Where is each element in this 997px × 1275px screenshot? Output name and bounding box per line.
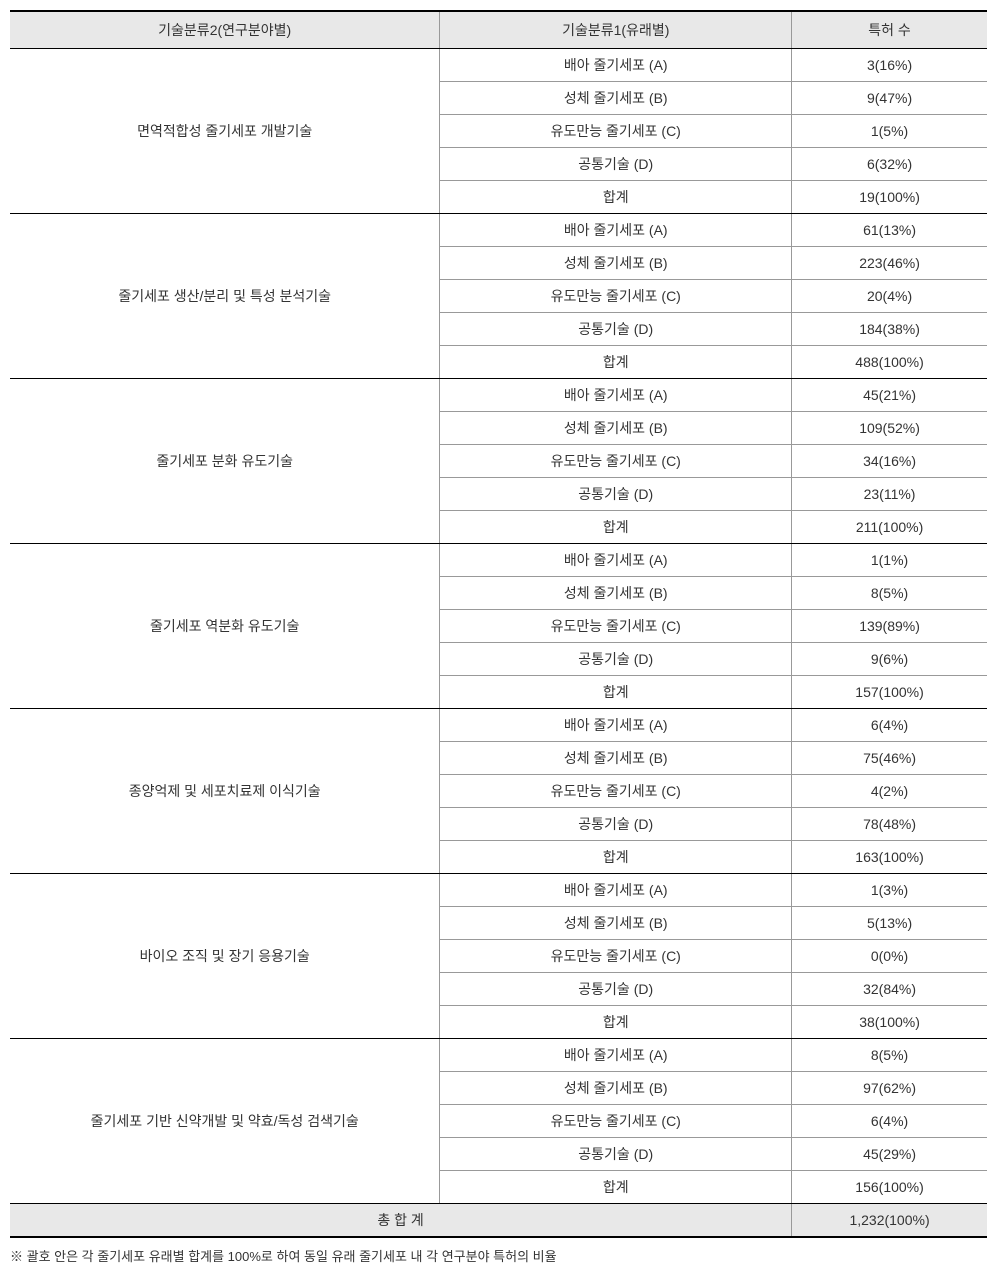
- total-value-cell: 1,232(100%): [792, 1204, 987, 1238]
- subcategory-cell: 성체 줄기세포 (B): [440, 247, 792, 280]
- group-label-cell: 바이오 조직 및 장기 응용기술: [10, 874, 440, 1039]
- value-cell: 45(29%): [792, 1138, 987, 1171]
- value-cell: 156(100%): [792, 1171, 987, 1204]
- patent-classification-table: 기술분류2(연구분야별) 기술분류1(유래별) 특허 수 면역적합성 줄기세포 …: [10, 10, 987, 1238]
- total-row: 총 합 계1,232(100%): [10, 1204, 987, 1238]
- value-cell: 6(4%): [792, 1105, 987, 1138]
- value-cell: 34(16%): [792, 445, 987, 478]
- subcategory-cell: 공통기술 (D): [440, 1138, 792, 1171]
- value-cell: 223(46%): [792, 247, 987, 280]
- group-label-cell: 줄기세포 분화 유도기술: [10, 379, 440, 544]
- value-cell: 163(100%): [792, 841, 987, 874]
- value-cell: 61(13%): [792, 214, 987, 247]
- subcategory-cell: 배아 줄기세포 (A): [440, 379, 792, 412]
- subcategory-cell: 합계: [440, 676, 792, 709]
- table-row: 줄기세포 역분화 유도기술배아 줄기세포 (A)1(1%): [10, 544, 987, 577]
- subcategory-cell: 배아 줄기세포 (A): [440, 49, 792, 82]
- value-cell: 1(3%): [792, 874, 987, 907]
- value-cell: 1(1%): [792, 544, 987, 577]
- group-label-cell: 종양억제 및 세포치료제 이식기술: [10, 709, 440, 874]
- subcategory-cell: 유도만능 줄기세포 (C): [440, 940, 792, 973]
- subcategory-cell: 성체 줄기세포 (B): [440, 82, 792, 115]
- subcategory-cell: 성체 줄기세포 (B): [440, 577, 792, 610]
- subcategory-cell: 공통기술 (D): [440, 808, 792, 841]
- header-col2: 기술분류1(유래별): [440, 11, 792, 49]
- table-row: 종양억제 및 세포치료제 이식기술배아 줄기세포 (A)6(4%): [10, 709, 987, 742]
- subcategory-cell: 합계: [440, 1006, 792, 1039]
- subcategory-cell: 유도만능 줄기세포 (C): [440, 115, 792, 148]
- table-header-row: 기술분류2(연구분야별) 기술분류1(유래별) 특허 수: [10, 11, 987, 49]
- subcategory-cell: 합계: [440, 346, 792, 379]
- subcategory-cell: 공통기술 (D): [440, 313, 792, 346]
- value-cell: 6(4%): [792, 709, 987, 742]
- subcategory-cell: 공통기술 (D): [440, 148, 792, 181]
- value-cell: 157(100%): [792, 676, 987, 709]
- value-cell: 1(5%): [792, 115, 987, 148]
- footnote-text: ※ 괄호 안은 각 줄기세포 유래별 합계를 100%로 하여 동일 유래 줄기…: [10, 1246, 987, 1265]
- table-row: 줄기세포 분화 유도기술배아 줄기세포 (A)45(21%): [10, 379, 987, 412]
- value-cell: 45(21%): [792, 379, 987, 412]
- header-col1: 기술분류2(연구분야별): [10, 11, 440, 49]
- subcategory-cell: 공통기술 (D): [440, 973, 792, 1006]
- subcategory-cell: 유도만능 줄기세포 (C): [440, 775, 792, 808]
- value-cell: 19(100%): [792, 181, 987, 214]
- header-col3: 특허 수: [792, 11, 987, 49]
- table-row: 면역적합성 줄기세포 개발기술배아 줄기세포 (A)3(16%): [10, 49, 987, 82]
- subcategory-cell: 합계: [440, 511, 792, 544]
- subcategory-cell: 합계: [440, 181, 792, 214]
- subcategory-cell: 배아 줄기세포 (A): [440, 1039, 792, 1072]
- subcategory-cell: 배아 줄기세포 (A): [440, 544, 792, 577]
- subcategory-cell: 유도만능 줄기세포 (C): [440, 610, 792, 643]
- value-cell: 3(16%): [792, 49, 987, 82]
- subcategory-cell: 성체 줄기세포 (B): [440, 1072, 792, 1105]
- value-cell: 38(100%): [792, 1006, 987, 1039]
- value-cell: 488(100%): [792, 346, 987, 379]
- group-label-cell: 면역적합성 줄기세포 개발기술: [10, 49, 440, 214]
- subcategory-cell: 합계: [440, 1171, 792, 1204]
- table-row: 바이오 조직 및 장기 응용기술배아 줄기세포 (A)1(3%): [10, 874, 987, 907]
- value-cell: 32(84%): [792, 973, 987, 1006]
- group-label-cell: 줄기세포 기반 신약개발 및 약효/독성 검색기술: [10, 1039, 440, 1204]
- value-cell: 139(89%): [792, 610, 987, 643]
- value-cell: 8(5%): [792, 1039, 987, 1072]
- value-cell: 5(13%): [792, 907, 987, 940]
- subcategory-cell: 유도만능 줄기세포 (C): [440, 1105, 792, 1138]
- table-row: 줄기세포 기반 신약개발 및 약효/독성 검색기술배아 줄기세포 (A)8(5%…: [10, 1039, 987, 1072]
- subcategory-cell: 배아 줄기세포 (A): [440, 709, 792, 742]
- value-cell: 109(52%): [792, 412, 987, 445]
- group-label-cell: 줄기세포 역분화 유도기술: [10, 544, 440, 709]
- value-cell: 9(47%): [792, 82, 987, 115]
- subcategory-cell: 유도만능 줄기세포 (C): [440, 445, 792, 478]
- value-cell: 20(4%): [792, 280, 987, 313]
- value-cell: 4(2%): [792, 775, 987, 808]
- subcategory-cell: 성체 줄기세포 (B): [440, 412, 792, 445]
- subcategory-cell: 배아 줄기세포 (A): [440, 214, 792, 247]
- value-cell: 211(100%): [792, 511, 987, 544]
- value-cell: 23(11%): [792, 478, 987, 511]
- subcategory-cell: 배아 줄기세포 (A): [440, 874, 792, 907]
- total-label-cell: 총 합 계: [10, 1204, 792, 1238]
- value-cell: 9(6%): [792, 643, 987, 676]
- value-cell: 75(46%): [792, 742, 987, 775]
- group-label-cell: 줄기세포 생산/분리 및 특성 분석기술: [10, 214, 440, 379]
- subcategory-cell: 공통기술 (D): [440, 643, 792, 676]
- subcategory-cell: 성체 줄기세포 (B): [440, 742, 792, 775]
- value-cell: 8(5%): [792, 577, 987, 610]
- table-row: 줄기세포 생산/분리 및 특성 분석기술배아 줄기세포 (A)61(13%): [10, 214, 987, 247]
- value-cell: 184(38%): [792, 313, 987, 346]
- subcategory-cell: 공통기술 (D): [440, 478, 792, 511]
- value-cell: 6(32%): [792, 148, 987, 181]
- subcategory-cell: 합계: [440, 841, 792, 874]
- subcategory-cell: 성체 줄기세포 (B): [440, 907, 792, 940]
- subcategory-cell: 유도만능 줄기세포 (C): [440, 280, 792, 313]
- value-cell: 78(48%): [792, 808, 987, 841]
- value-cell: 0(0%): [792, 940, 987, 973]
- value-cell: 97(62%): [792, 1072, 987, 1105]
